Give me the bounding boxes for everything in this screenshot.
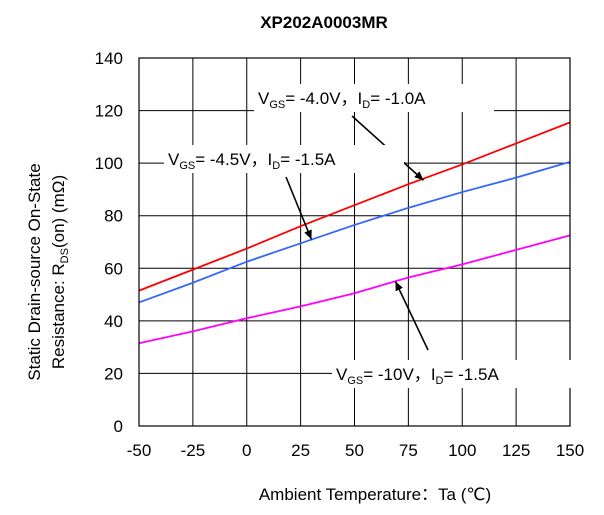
y-tick-label: 20 xyxy=(104,364,123,383)
y-tick-label: 40 xyxy=(104,312,123,331)
y-axis-label-suffix: (on) (mΩ) xyxy=(49,175,68,248)
annotation-i: I xyxy=(431,365,436,384)
y-tick-label: 140 xyxy=(95,49,123,68)
annotation-label: VGS= -4.5V，ID= -1.5A xyxy=(168,150,336,172)
x-axis-label: Ambient Temperature：Ta (℃) xyxy=(259,485,491,504)
annotation-background xyxy=(164,145,404,173)
annotation-1: VGS= -4.0V，ID= -1.0A xyxy=(254,84,494,181)
annotation-v: V xyxy=(258,89,270,108)
annotation-v-value: = -4.5V， xyxy=(195,150,267,169)
annotation-i-sub: D xyxy=(436,375,444,387)
x-tick-label: 150 xyxy=(556,441,584,460)
annotation-v-sub: GS xyxy=(179,160,195,172)
y-axis-label-prefix: Resistance: R xyxy=(49,263,68,369)
x-tick-label: 100 xyxy=(448,441,476,460)
plot-border xyxy=(138,57,571,427)
y-tick-label: 100 xyxy=(95,154,123,173)
x-tick-label: -50 xyxy=(127,441,152,460)
annotation-v-value: = -4.0V， xyxy=(285,89,357,108)
x-tick-label: 125 xyxy=(502,441,530,460)
annotation-label: VGS= -10V，ID= -1.5A xyxy=(336,365,499,387)
series-line-1 xyxy=(138,121,571,292)
y-tick-label: 80 xyxy=(104,207,123,226)
annotation-v: V xyxy=(168,150,180,169)
annotation-i: I xyxy=(358,89,363,108)
x-tick-label: 0 xyxy=(242,441,251,460)
y-axis-label-line1: Static Drain-source On-State xyxy=(25,163,44,380)
y-tick-label: 120 xyxy=(95,102,123,121)
annotation-i-sub: D xyxy=(362,99,370,111)
y-axis-label-line2: Resistance: RDS(on) (mΩ) xyxy=(49,175,71,369)
annotation-arrow xyxy=(394,281,429,351)
annotation-3: VGS= -10V，ID= -1.5A xyxy=(332,281,572,388)
x-tick-label: -25 xyxy=(181,441,206,460)
x-tick-label: 75 xyxy=(399,441,418,460)
annotation-2: VGS= -4.5V，ID= -1.5A xyxy=(164,145,404,240)
annotation-i-value: = -1.0A xyxy=(370,89,426,108)
annotation-i-sub: D xyxy=(272,160,280,172)
y-tick-labels: 0 20 40 60 80 100 120 140 xyxy=(95,49,123,436)
annotation-arrow xyxy=(285,176,313,240)
series-line-2 xyxy=(138,160,571,304)
y-axis-label-sub: DS xyxy=(59,248,71,263)
annotation-label: VGS= -4.0V，ID= -1.0A xyxy=(258,89,426,111)
series-line-3 xyxy=(138,234,571,345)
y-tick-label: 60 xyxy=(104,259,123,278)
annotation-v-value: = -10V， xyxy=(363,365,431,384)
annotation-background xyxy=(254,84,494,112)
annotation-i: I xyxy=(268,150,273,169)
annotation-background xyxy=(332,360,572,388)
x-tick-labels: -50 -25 0 25 50 75 100 125 150 xyxy=(127,441,584,460)
annotation-v: V xyxy=(336,365,348,384)
annotation-i-value: = -1.5A xyxy=(444,365,500,384)
series-lines xyxy=(138,121,571,345)
annotation-i-value: = -1.5A xyxy=(280,150,336,169)
annotation-v-sub: GS xyxy=(269,99,285,111)
x-tick-label: 50 xyxy=(345,441,364,460)
x-tick-label: 25 xyxy=(291,441,310,460)
plot-frame xyxy=(138,57,571,427)
y-tick-label: 0 xyxy=(114,417,123,436)
annotation-v-sub: GS xyxy=(347,375,363,387)
chart-title: XP202A0003MR xyxy=(260,13,388,32)
